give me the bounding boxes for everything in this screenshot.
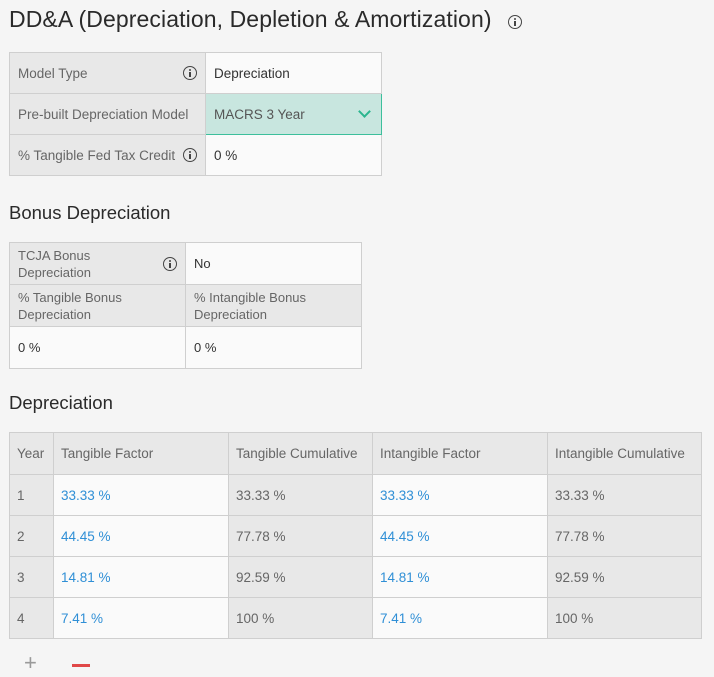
tangible-factor-cell[interactable]: 14.81 % bbox=[53, 556, 229, 598]
model-type-info-icon[interactable] bbox=[183, 66, 197, 80]
bonus-depreciation-table: TCJA Bonus Depreciation No % Tangible Bo… bbox=[9, 242, 362, 369]
tcja-label-cell: TCJA Bonus Depreciation bbox=[9, 242, 186, 285]
tcja-value[interactable]: No bbox=[185, 242, 362, 285]
column-header-intangible-cumulative: Intangible Cumulative bbox=[547, 432, 702, 475]
bonus-depreciation-heading: Bonus Depreciation bbox=[9, 202, 171, 223]
tcja-label: TCJA Bonus Depreciation bbox=[18, 247, 91, 280]
depreciation-table: Year Tangible Factor Tangible Cumulative… bbox=[9, 432, 702, 639]
bonus-value-row: 0 % 0 % bbox=[9, 326, 362, 369]
tangible-factor-cell[interactable]: 7.41 % bbox=[53, 597, 229, 639]
year-cell: 3 bbox=[9, 556, 54, 598]
tcja-info-icon[interactable] bbox=[163, 256, 177, 271]
tcja-row: TCJA Bonus Depreciation No bbox=[9, 242, 362, 285]
tangible-bonus-label: % Tangible Bonus Depreciation bbox=[18, 289, 122, 322]
intangible-bonus-label-cell: % Intangible Bonus Depreciation bbox=[185, 284, 362, 327]
intangible-factor-cell[interactable]: 7.41 % bbox=[372, 597, 548, 639]
intangible-bonus-label: % Intangible Bonus Depreciation bbox=[194, 289, 307, 322]
depreciation-heading: Depreciation bbox=[9, 392, 113, 413]
tax-credit-value[interactable]: 0 % bbox=[205, 134, 382, 176]
column-header-tangible-cumulative: Tangible Cumulative bbox=[228, 432, 373, 475]
tangible-cumulative-cell: 92.59 % bbox=[228, 556, 373, 598]
table-row: 4 7.41 % 100 % 7.41 % 100 % bbox=[9, 597, 702, 639]
intangible-cumulative-cell: 100 % bbox=[547, 597, 702, 639]
table-row: 2 44.45 % 77.78 % 44.45 % 77.78 % bbox=[9, 515, 702, 557]
add-row-button[interactable]: + bbox=[24, 650, 37, 675]
intangible-cumulative-cell: 92.59 % bbox=[547, 556, 702, 598]
page-title: DD&A (Depreciation, Depletion & Amortiza… bbox=[9, 6, 522, 33]
prebuilt-model-label-cell: Pre-built Depreciation Model bbox=[9, 93, 206, 135]
prebuilt-model-value: MACRS 3 Year bbox=[214, 106, 305, 122]
year-cell: 4 bbox=[9, 597, 54, 639]
tax-credit-row: % Tangible Fed Tax Credit 0 % bbox=[9, 134, 382, 176]
info-icon[interactable] bbox=[507, 14, 522, 29]
model-type-row: Model Type Depreciation bbox=[9, 52, 382, 94]
intangible-cumulative-cell: 33.33 % bbox=[547, 474, 702, 516]
remove-row-button[interactable] bbox=[72, 664, 90, 667]
prebuilt-model-row: Pre-built Depreciation Model MACRS 3 Yea… bbox=[9, 93, 382, 135]
prebuilt-model-label: Pre-built Depreciation Model bbox=[18, 106, 189, 122]
tangible-factor-cell[interactable]: 44.45 % bbox=[53, 515, 229, 557]
bonus-header-row: % Tangible Bonus Depreciation % Intangib… bbox=[9, 284, 362, 327]
tax-credit-label: % Tangible Fed Tax Credit bbox=[18, 147, 176, 163]
prebuilt-model-select[interactable]: MACRS 3 Year bbox=[205, 93, 382, 135]
intangible-bonus-value[interactable]: 0 % bbox=[185, 326, 362, 369]
column-header-tangible-factor: Tangible Factor bbox=[53, 432, 229, 475]
tangible-cumulative-cell: 33.33 % bbox=[228, 474, 373, 516]
model-settings-table: Model Type Depreciation Pre-built Deprec… bbox=[9, 52, 382, 176]
table-row: 1 33.33 % 33.33 % 33.33 % 33.33 % bbox=[9, 474, 702, 516]
page-title-text: DD&A (Depreciation, Depletion & Amortiza… bbox=[9, 6, 492, 32]
table-row: 3 14.81 % 92.59 % 14.81 % 92.59 % bbox=[9, 556, 702, 598]
intangible-factor-cell[interactable]: 44.45 % bbox=[372, 515, 548, 557]
year-cell: 1 bbox=[9, 474, 54, 516]
model-type-label-cell: Model Type bbox=[9, 52, 206, 94]
tax-credit-label-cell: % Tangible Fed Tax Credit bbox=[9, 134, 206, 176]
column-header-year: Year bbox=[9, 432, 54, 475]
tangible-cumulative-cell: 100 % bbox=[228, 597, 373, 639]
tangible-cumulative-cell: 77.78 % bbox=[228, 515, 373, 557]
column-header-intangible-factor: Intangible Factor bbox=[372, 432, 548, 475]
tax-credit-info-icon[interactable] bbox=[183, 148, 197, 162]
intangible-cumulative-cell: 77.78 % bbox=[547, 515, 702, 557]
model-type-value[interactable]: Depreciation bbox=[205, 52, 382, 94]
chevron-down-icon[interactable] bbox=[358, 105, 371, 118]
tangible-factor-cell[interactable]: 33.33 % bbox=[53, 474, 229, 516]
intangible-factor-cell[interactable]: 14.81 % bbox=[372, 556, 548, 598]
tangible-bonus-value[interactable]: 0 % bbox=[9, 326, 186, 369]
year-cell: 2 bbox=[9, 515, 54, 557]
intangible-factor-cell[interactable]: 33.33 % bbox=[372, 474, 548, 516]
tangible-bonus-label-cell: % Tangible Bonus Depreciation bbox=[9, 284, 186, 327]
table-header-row: Year Tangible Factor Tangible Cumulative… bbox=[9, 432, 702, 475]
model-type-label: Model Type bbox=[18, 65, 88, 81]
